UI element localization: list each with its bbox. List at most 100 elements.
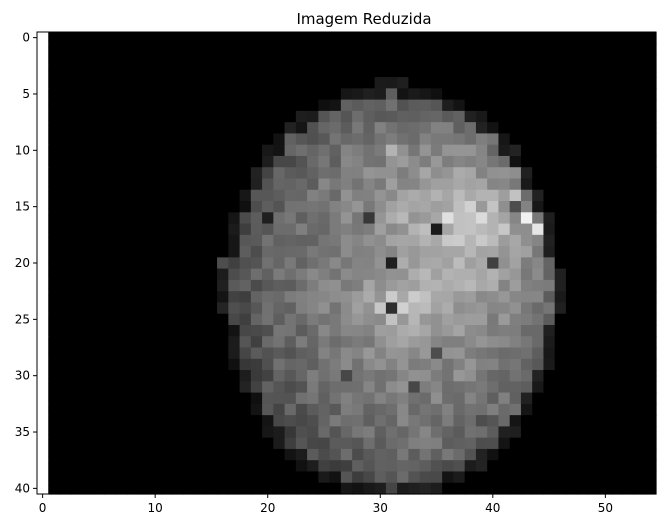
heatmap-cell (239, 234, 252, 247)
heatmap-plot-area (36, 31, 657, 495)
heatmap-cell (408, 336, 421, 349)
heatmap-cell (37, 223, 49, 236)
heatmap-cell (498, 370, 511, 382)
heatmap-cell (217, 201, 229, 213)
heatmap-cell (610, 189, 623, 202)
heatmap-cell (160, 201, 173, 213)
heatmap-cell (610, 99, 623, 112)
heatmap-cell (228, 167, 241, 180)
heatmap-cell (385, 88, 398, 101)
heatmap-cell (577, 279, 590, 292)
heatmap-cell (554, 246, 567, 258)
heatmap-cell (307, 268, 319, 281)
heatmap-cell (273, 336, 286, 349)
heatmap-cell (408, 133, 421, 146)
heatmap-cell (610, 257, 623, 270)
heatmap-cell (565, 189, 578, 202)
heatmap-cell (104, 381, 117, 394)
heatmap-cell (228, 471, 241, 484)
heatmap-cell (363, 212, 376, 225)
heatmap-cell (419, 122, 432, 135)
heatmap-cell (194, 302, 207, 315)
heatmap-cell (408, 324, 421, 337)
heatmap-cell (82, 189, 94, 202)
heatmap-cell (318, 201, 331, 213)
x-tick-label: 10 (148, 501, 163, 515)
heatmap-cell (228, 336, 241, 349)
heatmap-cell (554, 302, 567, 315)
heatmap-cell (588, 302, 601, 315)
heatmap-cell (127, 460, 139, 473)
heatmap-cell (633, 381, 646, 394)
heatmap-cell (284, 358, 297, 371)
heatmap-cell (48, 223, 61, 236)
heatmap-cell (48, 302, 61, 315)
heatmap-cell (70, 347, 83, 360)
heatmap-cell (644, 257, 657, 270)
heatmap-cell (453, 178, 466, 191)
heatmap-cell (565, 122, 578, 135)
heatmap-cell (172, 201, 184, 213)
heatmap-cell (228, 246, 241, 258)
heatmap-cell (498, 336, 511, 349)
heatmap-cell (115, 189, 128, 202)
heatmap-cell (149, 178, 162, 191)
heatmap-cell (644, 370, 657, 382)
heatmap-cell (205, 291, 218, 304)
heatmap-cell (419, 223, 432, 236)
heatmap-cell (622, 178, 635, 191)
heatmap-cell (138, 99, 151, 112)
heatmap-cell (453, 291, 466, 304)
heatmap-cell (509, 268, 522, 281)
heatmap-cell (352, 437, 364, 450)
heatmap-cell (273, 88, 286, 101)
heatmap-cell (565, 437, 578, 450)
heatmap-cell (430, 291, 443, 304)
heatmap-cell (453, 381, 466, 394)
heatmap-cell (453, 482, 466, 495)
heatmap-cell (273, 201, 286, 213)
heatmap-cell (104, 212, 117, 225)
heatmap-cell (430, 257, 443, 270)
heatmap-cell (318, 291, 331, 304)
heatmap-cell (318, 426, 331, 439)
heatmap-cell (262, 212, 274, 225)
heatmap-cell (149, 212, 162, 225)
heatmap-cell (464, 178, 477, 191)
heatmap-cell (262, 43, 274, 56)
heatmap-cell (543, 291, 556, 304)
heatmap-cell (273, 178, 286, 191)
heatmap-cell (340, 77, 353, 89)
heatmap-cell (374, 99, 387, 112)
heatmap-cell (127, 302, 139, 315)
heatmap-cell (520, 471, 533, 484)
heatmap-cell (307, 482, 319, 495)
heatmap-cell (160, 268, 173, 281)
heatmap-cell (442, 460, 455, 473)
heatmap-cell (599, 482, 612, 495)
heatmap-cell (82, 167, 94, 180)
heatmap-cell (48, 189, 61, 202)
heatmap-cell (273, 370, 286, 382)
heatmap-cell (82, 88, 94, 101)
heatmap-cell (172, 426, 184, 439)
heatmap-cell (160, 155, 173, 168)
heatmap-cell (37, 178, 49, 191)
heatmap-cell (588, 279, 601, 292)
heatmap-cell (442, 347, 455, 360)
heatmap-cell (397, 257, 409, 270)
heatmap-cell (565, 392, 578, 405)
heatmap-cell (70, 370, 83, 382)
heatmap-cell (532, 291, 545, 304)
heatmap-cell (82, 437, 94, 450)
heatmap-cell (115, 426, 128, 439)
heatmap-cell (408, 460, 421, 473)
heatmap-cell (442, 257, 455, 270)
heatmap-cell (284, 133, 297, 146)
heatmap-cell (419, 302, 432, 315)
heatmap-cell (543, 43, 556, 56)
heatmap-cell (115, 257, 128, 270)
heatmap-cell (37, 43, 49, 56)
heatmap-cell (453, 257, 466, 270)
heatmap-cell (59, 43, 72, 56)
